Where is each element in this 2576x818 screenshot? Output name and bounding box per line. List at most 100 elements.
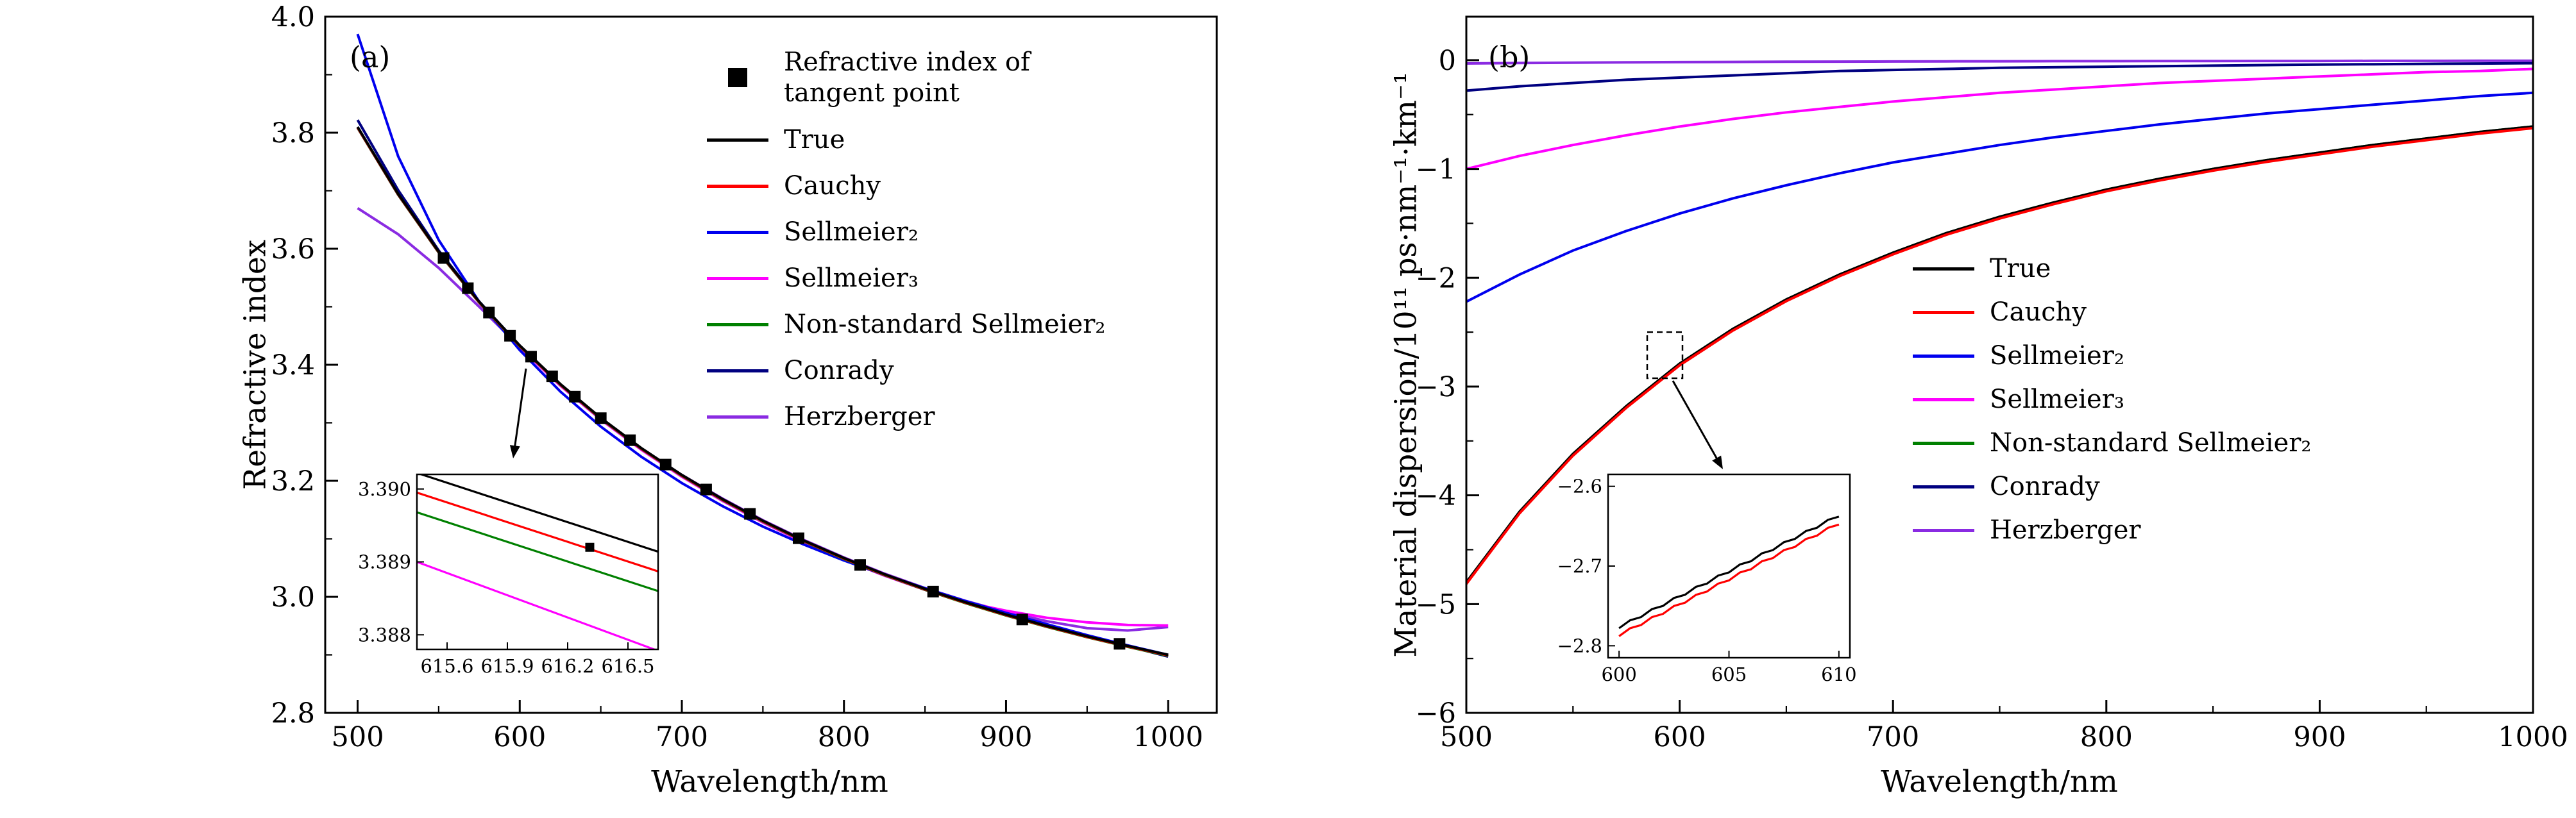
tangent-point-marker	[700, 483, 712, 496]
y-tick-label: −3	[1416, 371, 1456, 403]
tangent-point-marker	[1114, 638, 1126, 650]
x-tick-label: 1000	[2498, 721, 2568, 753]
legend-swatch	[1911, 441, 1976, 445]
y-tick-label: 0	[1439, 45, 1456, 77]
y-tick-label: 3.4	[271, 349, 315, 381]
panel-a-xaxis-label: Wavelength/nm	[651, 764, 888, 799]
inset-y-tick-label: −2.8	[1557, 635, 1602, 656]
inset-curve-cauchy	[1618, 523, 1840, 637]
panel-b-legend: True Cauchy Sellmeier₂ Sellmeier₃ Non-st…	[1911, 247, 2311, 552]
inset-x-tick-label: 605	[1711, 664, 1747, 685]
line-swatch-icon	[707, 184, 768, 188]
series-group	[1466, 59, 2533, 585]
line-swatch-icon	[707, 322, 768, 326]
x-tick-label: 900	[979, 721, 1032, 753]
x-tick-label: 800	[818, 721, 870, 753]
legend-entry-sellmeier2: Sellmeier₂	[706, 209, 1105, 255]
y-tick-label: −4	[1416, 480, 1456, 512]
tangent-point-marker	[1016, 614, 1028, 626]
panel-a-yaxis-label: Refractive index	[237, 239, 273, 490]
legend-label: Conrady	[784, 356, 894, 385]
legend-entry-non-standard-sellmeier2: Non-standard Sellmeier₂	[706, 301, 1105, 347]
curve-cauchy	[1466, 126, 2533, 585]
x-tick-label: 700	[1867, 721, 1919, 753]
inset-series-group	[1618, 515, 1840, 637]
panel-a-legend: Refractive index of tangent point True C…	[706, 38, 1105, 440]
line-swatch-icon	[707, 230, 768, 234]
x-tick-label: 800	[2080, 721, 2133, 753]
curve-sellmeier	[1466, 91, 2533, 303]
legend-swatch	[706, 369, 770, 372]
legend-entry-conrady: Conrady	[1911, 465, 2311, 508]
x-tick-label: 500	[332, 721, 384, 753]
line-swatch-icon	[707, 276, 768, 280]
legend-label: Non-standard Sellmeier₂	[784, 310, 1106, 339]
legend-swatch	[706, 230, 770, 234]
inset-curve-cauchy	[417, 491, 658, 572]
tangent-point-marker	[546, 371, 558, 383]
tangent-point-marker	[483, 306, 495, 319]
panel-b-xaxis-label: Wavelength/nm	[1881, 764, 2118, 799]
x-tick-label: 600	[493, 721, 546, 753]
legend-label: Sellmeier₃	[784, 263, 919, 293]
legend-label: Non-standard Sellmeier₂	[1990, 428, 2312, 458]
tangent-point-marker	[595, 412, 607, 424]
legend-label: Cauchy	[1990, 297, 2087, 327]
y-tick-label: −5	[1416, 588, 1456, 621]
line-swatch-icon	[1913, 528, 1974, 532]
inset-curve-true	[1618, 515, 1840, 630]
y-tick-label: 4.0	[271, 1, 315, 33]
inset-x-tick-label: 616.2	[541, 655, 594, 677]
tangent-point-marker	[624, 434, 636, 446]
tangent-point-marker	[504, 330, 516, 342]
inset-x-tick-label: 615.9	[480, 655, 534, 677]
legend-label: Herzberger	[1990, 515, 2141, 545]
legend-swatch	[706, 184, 770, 188]
legend-entry-sellmeier2: Sellmeier₂	[1911, 334, 2311, 378]
panel-b-plot: 500 600 700 800 900 1000 0 −1 −2 −3 −4 −5 −6 600 605 61…	[1416, 15, 2568, 753]
legend-swatch	[706, 276, 770, 280]
annotation-arrow	[513, 368, 527, 451]
legend-swatch	[1911, 267, 1976, 271]
legend-entry-cauchy: Cauchy	[1911, 290, 2311, 334]
inset-tangent-point-marker	[585, 542, 595, 552]
line-swatch-icon	[1913, 354, 1974, 358]
series-group	[356, 33, 1169, 658]
legend-entry-conrady: Conrady	[706, 347, 1105, 394]
zoom-region-box	[1646, 331, 1684, 380]
legend-entry-herzberger: Herzberger	[706, 394, 1105, 440]
arrowhead-icon	[509, 445, 520, 458]
panel-a-tag: (a)	[350, 40, 391, 74]
y-tick-label: 2.8	[271, 697, 315, 730]
annotation-arrow	[1672, 380, 1720, 463]
line-swatch-icon	[707, 369, 768, 372]
line-swatch-icon	[1913, 310, 1974, 314]
legend-entry-cauchy: Cauchy	[706, 163, 1105, 209]
line-swatch-icon	[1913, 267, 1974, 271]
legend-swatch	[1911, 528, 1976, 532]
line-swatch-icon	[1913, 397, 1974, 401]
tangent-point-marker	[525, 351, 537, 363]
legend-label: Herzberger	[784, 402, 935, 431]
legend-swatch	[706, 68, 770, 87]
legend-swatch	[706, 138, 770, 142]
legend-label: Refractive index of tangent point	[784, 47, 1030, 108]
tangent-point-marker	[744, 508, 756, 520]
panel-b-yaxis-label: Material dispersion/10¹¹ ps·nm⁻¹·km⁻¹	[1388, 72, 1424, 658]
square-marker-icon	[728, 68, 747, 87]
legend-entry-non-standard-sellmeier2: Non-standard Sellmeier₂	[1911, 421, 2311, 465]
x-tick-label: 1000	[1133, 721, 1203, 753]
inset-y-tick-label: 3.390	[358, 478, 411, 500]
inset-y-tick-label: 3.388	[358, 624, 411, 646]
inset-y-tick-label: −2.6	[1557, 476, 1602, 497]
y-tick-label: 3.6	[271, 233, 315, 265]
legend-entry-sellmeier3: Sellmeier₃	[1911, 378, 2311, 421]
curve-conrady	[1466, 62, 2533, 92]
x-tick-label: 500	[1440, 721, 1493, 753]
tangent-point-marker	[854, 559, 866, 571]
legend-entry-sellmeier3: Sellmeier₃	[706, 255, 1105, 301]
inset-y-tick-label: −2.7	[1557, 555, 1602, 577]
legend-label: True	[784, 125, 845, 154]
line-swatch-icon	[1913, 485, 1974, 488]
